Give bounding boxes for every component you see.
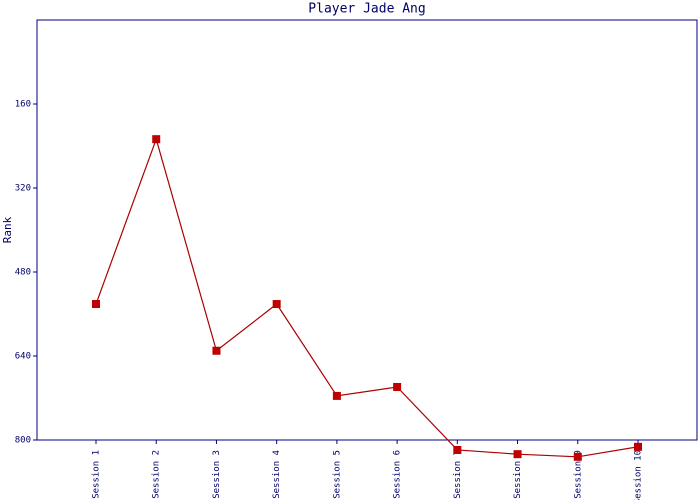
data-point xyxy=(634,442,642,451)
y-axis-label: Rank xyxy=(1,216,14,243)
chart-title: Player Jade Ang xyxy=(308,2,425,17)
data-point xyxy=(573,452,582,461)
y-tick-label: 640 xyxy=(15,352,31,362)
y-tick-label: 480 xyxy=(15,268,31,278)
x-tick-label: Session 7 xyxy=(453,450,463,499)
y-tick-label: 160 xyxy=(15,100,31,110)
x-tick-label: Session 5 xyxy=(332,450,342,499)
y-tick-label: 800 xyxy=(15,436,31,446)
data-point xyxy=(212,346,221,355)
x-tick-label: Session 2 xyxy=(152,450,162,499)
x-tick-label: Session 3 xyxy=(212,450,222,499)
plot-frame xyxy=(36,19,698,441)
data-point xyxy=(92,300,100,309)
x-tick-label: Session 1 xyxy=(92,450,102,499)
data-point xyxy=(393,382,402,391)
x-tick-label: Session 9 xyxy=(573,450,583,499)
data-point xyxy=(513,450,522,459)
data-point xyxy=(453,445,462,454)
data-point xyxy=(332,391,341,400)
data-point xyxy=(272,300,281,309)
x-tick-label: Session 4 xyxy=(272,450,282,499)
x-tick-label: Session 8 xyxy=(513,450,523,499)
x-tick-label: Session 6 xyxy=(393,450,403,499)
y-tick-label: 320 xyxy=(15,184,31,194)
x-tick-label: Session 10 xyxy=(634,450,644,500)
data-point xyxy=(152,135,161,144)
series-line xyxy=(95,137,639,458)
